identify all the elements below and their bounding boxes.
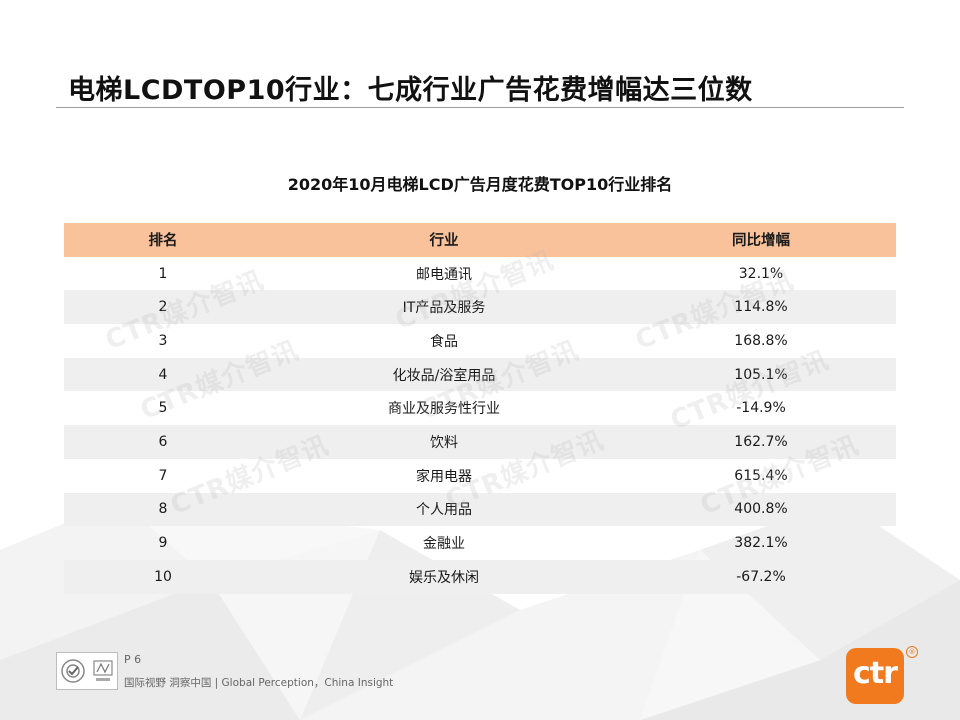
cell-industry: 金融业 <box>423 536 465 553</box>
cell-industry: 化妆品/浴室用品 <box>392 367 496 384</box>
table-row: 6 饮料 162.7% <box>64 425 896 459</box>
cell-industry: 饮料 <box>430 434 458 451</box>
cell-yoy: -67.2% <box>736 568 786 585</box>
cell-industry: 邮电通讯 <box>416 266 472 283</box>
cell-industry: 食品 <box>430 333 458 350</box>
cell-industry: 娱乐及休闲 <box>409 569 479 586</box>
ctr-logo: ctr <box>846 648 904 704</box>
page-number: P 6 <box>124 653 142 666</box>
cell-yoy: 114.8% <box>734 299 788 316</box>
cell-industry: 家用电器 <box>416 468 472 485</box>
registered-mark-icon: ® <box>906 646 918 658</box>
cell-rank: 1 <box>158 265 168 282</box>
table-header-row: 排名 行业 同比增幅 <box>64 223 896 257</box>
cell-rank: 7 <box>158 467 168 484</box>
table-row: 10 娱乐及休闲 -67.2% <box>64 559 896 594</box>
cell-rank: 6 <box>158 433 168 450</box>
cell-yoy: 32.1% <box>738 265 784 282</box>
cell-yoy: 400.8% <box>734 501 788 518</box>
cell-yoy: 105.1% <box>734 366 788 383</box>
cell-yoy: 168.8% <box>734 332 788 349</box>
cell-industry: 个人用品 <box>416 502 472 519</box>
page-title: 电梯LCDTOP10行业：七成行业广告花费增幅达三位数 <box>68 75 753 106</box>
cell-rank: 4 <box>158 366 168 383</box>
title-divider <box>56 107 904 108</box>
table-row: 4 化妆品/浴室用品 105.1% <box>64 357 896 392</box>
footer-slogan: 国际视野 洞察中国 | Global Perception，China Insi… <box>124 677 394 689</box>
cell-rank: 9 <box>158 535 168 552</box>
cell-industry: IT产品及服务 <box>402 300 486 317</box>
table-row: 1 邮电通讯 32.1% <box>64 257 896 291</box>
cell-yoy: 162.7% <box>734 433 788 450</box>
header-rank: 排名 <box>148 233 178 250</box>
certification-badges <box>56 652 118 690</box>
table-row: 2 IT产品及服务 114.8% <box>64 290 896 325</box>
table-row: 5 商业及服务性行业 -14.9% <box>64 391 896 425</box>
cell-yoy: 382.1% <box>734 535 788 552</box>
accreditation-mark-icon <box>93 660 113 681</box>
header-industry: 行业 <box>429 233 459 250</box>
cell-rank: 5 <box>158 400 168 417</box>
cell-rank: 3 <box>158 332 168 349</box>
cell-industry: 商业及服务性行业 <box>388 401 500 418</box>
cell-rank: 2 <box>158 299 168 316</box>
table-title: 2020年10月电梯LCD广告月度花费TOP10行业排名 <box>287 175 673 194</box>
cell-rank: 8 <box>158 501 168 518</box>
cell-yoy: -14.9% <box>736 400 786 417</box>
table-row: 7 家用电器 615.4% <box>64 459 896 493</box>
sgs-seal-icon <box>61 659 85 683</box>
header-yoy: 同比增幅 <box>732 233 790 250</box>
logo-text: ctr <box>853 656 898 691</box>
table-row: 3 食品 168.8% <box>64 324 896 358</box>
ranking-table: 排名 行业 同比增幅 1 邮电通讯 32.1% 2 IT产品及服务 114.8%… <box>64 223 896 594</box>
cell-rank: 10 <box>154 568 172 585</box>
table-row: 8 个人用品 400.8% <box>64 492 896 527</box>
cell-yoy: 615.4% <box>734 467 788 484</box>
table-row: 9 金融业 382.1% <box>64 526 896 560</box>
